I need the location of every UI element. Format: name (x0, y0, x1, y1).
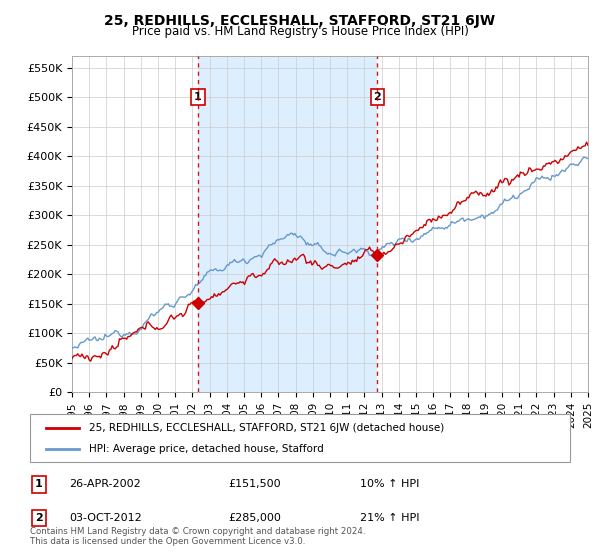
Text: HPI: Average price, detached house, Stafford: HPI: Average price, detached house, Staf… (89, 444, 324, 454)
Text: 25, REDHILLS, ECCLESHALL, STAFFORD, ST21 6JW: 25, REDHILLS, ECCLESHALL, STAFFORD, ST21… (104, 14, 496, 28)
Text: £285,000: £285,000 (228, 513, 281, 523)
Text: Price paid vs. HM Land Registry's House Price Index (HPI): Price paid vs. HM Land Registry's House … (131, 25, 469, 38)
Text: 1: 1 (194, 92, 202, 102)
Bar (198, 56, 377, 392)
Text: 2: 2 (373, 92, 381, 102)
Text: 21% ↑ HPI: 21% ↑ HPI (360, 513, 419, 523)
Text: £151,500: £151,500 (228, 479, 281, 489)
Text: 25, REDHILLS, ECCLESHALL, STAFFORD, ST21 6JW (detached house): 25, REDHILLS, ECCLESHALL, STAFFORD, ST21… (89, 423, 445, 433)
Text: 10% ↑ HPI: 10% ↑ HPI (360, 479, 419, 489)
Text: Contains HM Land Registry data © Crown copyright and database right 2024.
This d: Contains HM Land Registry data © Crown c… (30, 526, 365, 546)
Text: 1: 1 (35, 479, 43, 489)
Text: 2: 2 (35, 513, 43, 523)
Text: 26-APR-2002: 26-APR-2002 (69, 479, 141, 489)
Text: 03-OCT-2012: 03-OCT-2012 (69, 513, 142, 523)
FancyBboxPatch shape (30, 414, 570, 462)
